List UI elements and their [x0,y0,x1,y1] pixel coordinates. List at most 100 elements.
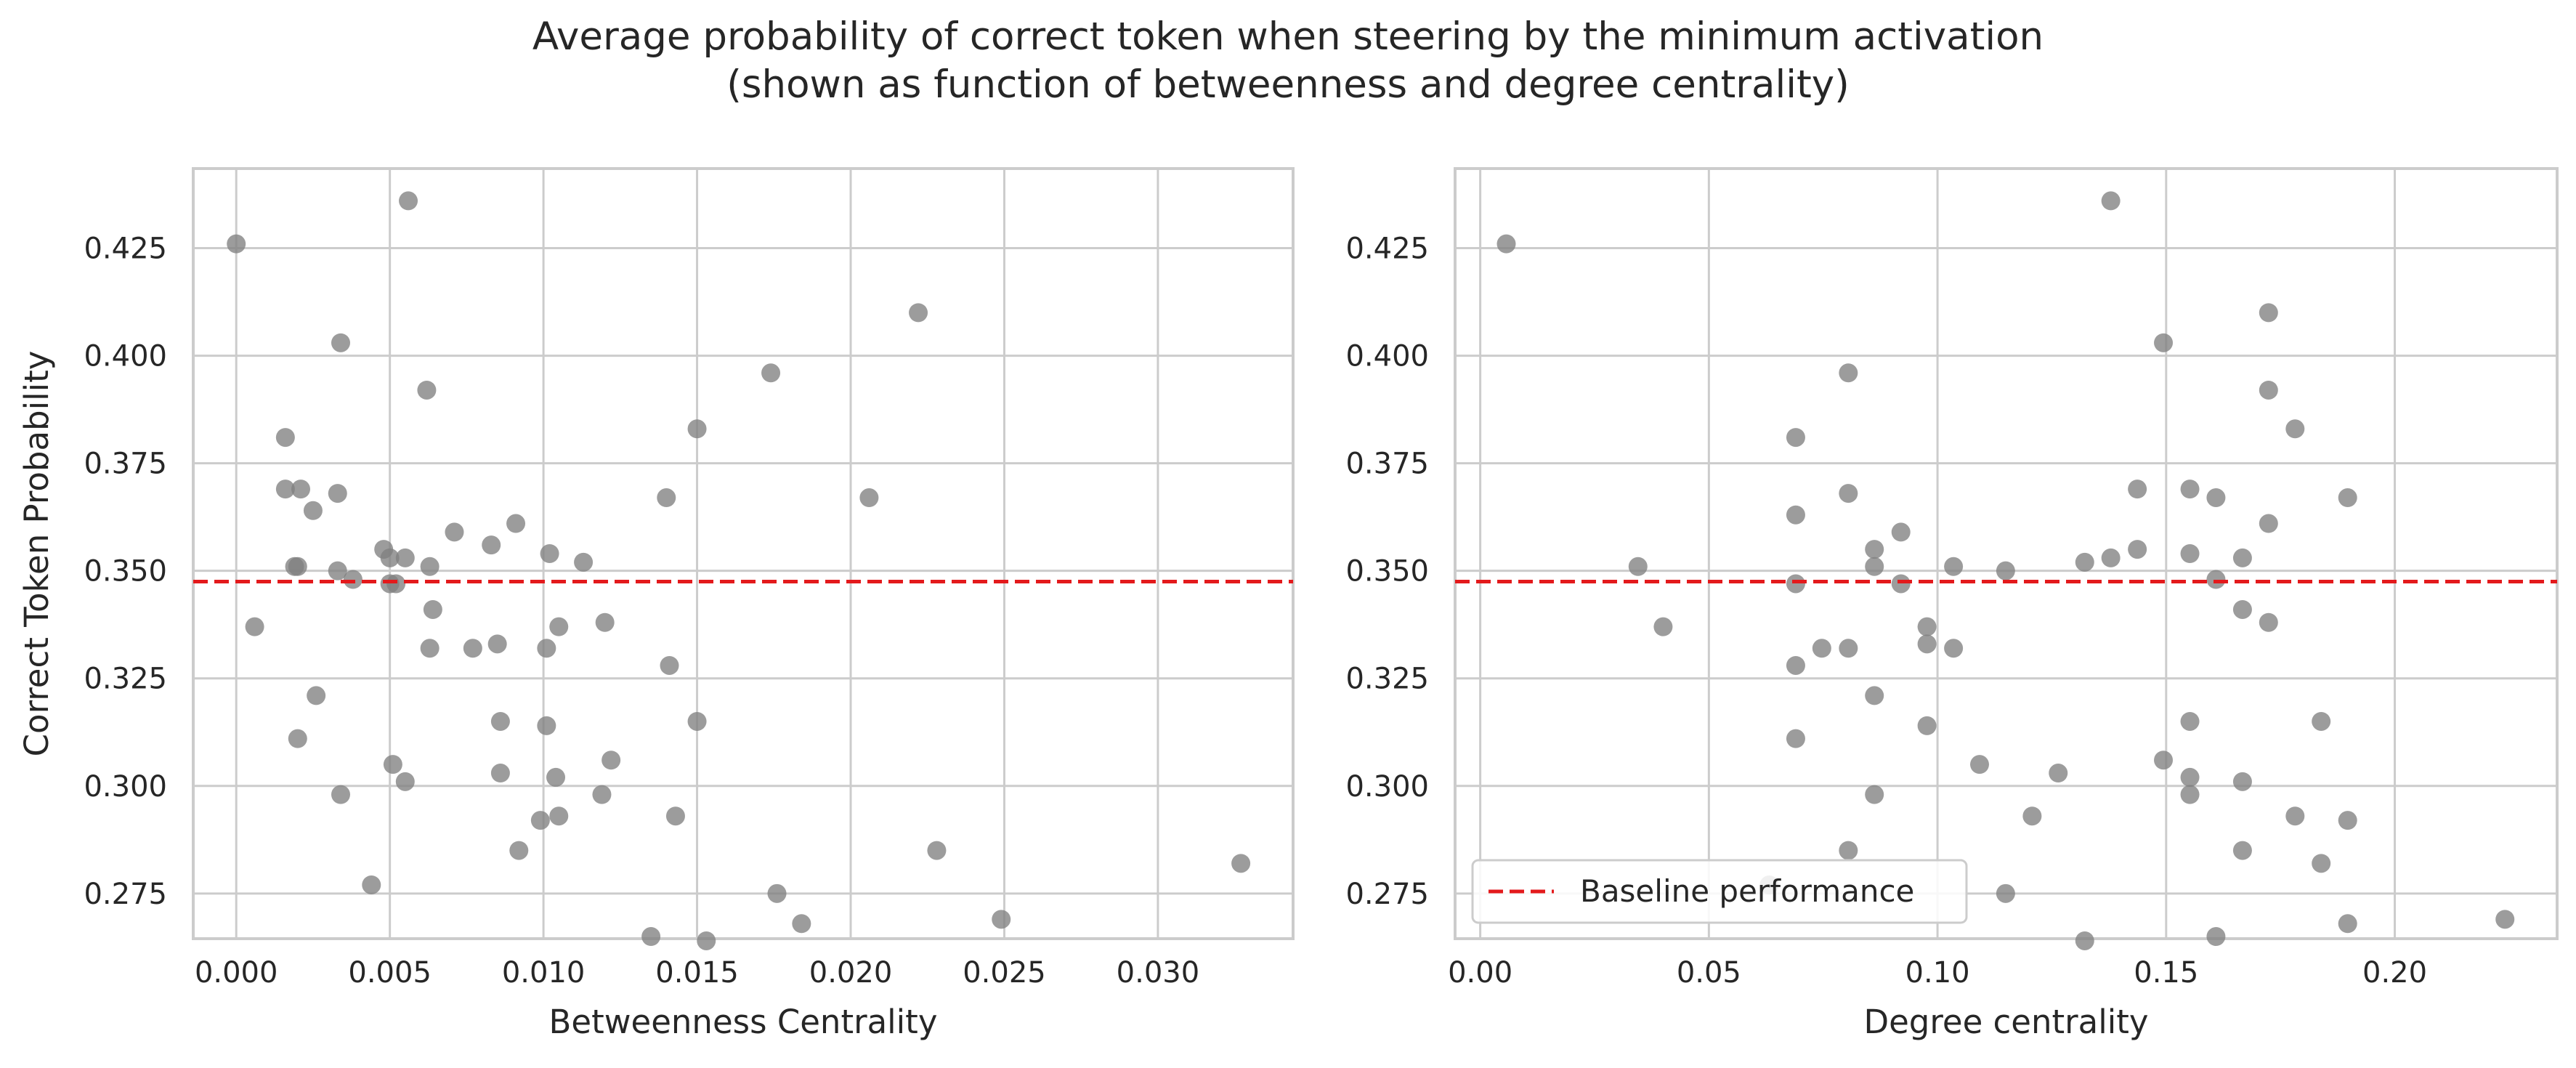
data-point [1786,505,1805,525]
data-point [687,711,707,731]
y-tick-label: 0.425 [1345,232,1429,266]
y-tick-label: 0.275 [1345,878,1429,911]
data-point [303,501,323,520]
data-point [1496,234,1516,254]
axes-frame [192,167,1295,940]
data-point [288,557,307,576]
legend-box [1471,859,1968,924]
data-point [1865,557,1884,576]
data-point [540,544,559,563]
y-tick-label: 0.375 [84,448,167,481]
data-point [1891,574,1911,594]
data-point [602,751,621,770]
data-point [288,729,307,748]
y-tick-label: 0.325 [1345,663,1429,696]
y-tick-label: 0.425 [84,232,167,266]
data-point [1786,729,1805,748]
data-point [2180,785,2200,804]
data-point [2338,914,2357,934]
x-tick-label: 0.015 [655,956,739,990]
data-point [2180,480,2200,499]
data-point [328,484,347,503]
data-point [1996,561,2015,580]
x-tick-label: 0.020 [809,956,893,990]
data-point [1812,639,1831,658]
figure-title-line-2: (shown as function of betweenness and de… [726,62,1850,107]
x-tick-label: 0.025 [963,956,1046,990]
data-point [383,755,402,774]
data-point [761,363,781,383]
data-point [490,764,510,783]
data-point [1865,785,1884,804]
data-point [1786,428,1805,448]
data-point [2206,488,2226,508]
x-tick-label: 0.010 [502,956,586,990]
data-point [549,806,569,826]
data-point [660,655,679,675]
data-point [362,875,381,894]
data-point [2075,552,2094,572]
data-point [2285,419,2305,439]
data-point [767,883,787,903]
data-point [1231,854,1251,873]
data-point [2285,806,2305,826]
data-point [380,548,400,567]
data-point [2312,854,2331,873]
data-point [343,570,362,589]
data-point [992,910,1011,929]
data-point [2232,772,2252,791]
data-point [574,552,594,572]
figure-title-line-1: Average probability of correct token whe… [532,15,2044,59]
data-point [2232,599,2252,619]
data-point [2180,544,2200,563]
data-point [423,599,442,619]
plot-panel-2: 0.00 0.05 0.10 0.15 0.20 0.275 0.300 0.325 0.350… [1345,167,2559,1041]
data-point [1628,557,1648,576]
x-tick-label: 0.005 [348,956,432,990]
data-point [399,191,418,211]
y-tick-label: 0.325 [84,663,167,696]
data-point [307,686,326,705]
data-point [546,767,566,787]
data-point [909,303,928,323]
x-tick-label: 0.000 [195,956,278,990]
data-point [2049,764,2068,783]
data-point [2259,380,2278,400]
data-point [1944,557,1964,576]
data-point [792,914,811,934]
data-point [506,514,526,533]
data-point [482,535,501,555]
data-point [927,841,947,860]
data-point [1996,883,2015,903]
data-point [1917,617,1937,636]
figure-title: Average probability of correct token whe… [0,13,2576,109]
data-point [2232,841,2252,860]
data-point [386,574,406,594]
data-point [445,522,464,542]
data-point [537,639,556,658]
data-point [1969,755,1989,774]
data-point [859,488,879,508]
x-tick-label: 0.05 [1677,956,1741,990]
data-point [1865,540,1884,559]
legend-label: Baseline performance [1580,873,1914,909]
data-point [1839,484,1858,503]
data-point [2232,548,2252,567]
data-point [1839,639,1858,658]
data-point [463,639,482,658]
data-point [245,617,264,636]
data-point [697,931,716,950]
data-point [549,617,569,636]
data-point [1839,363,1858,383]
x-tick-label: 0.00 [1448,956,1512,990]
data-point [1917,716,1937,735]
data-point [420,639,440,658]
data-point [2075,931,2094,950]
plot-panel-1: 0.000 0.005 0.010 0.015 0.020 0.025 0.030 0.275… [17,167,1295,1041]
data-point [395,548,415,567]
data-point [331,333,350,352]
x-axis-label: Degree centrality [1863,1003,2148,1041]
y-axis-label: Correct Token Probability [17,351,56,757]
data-point [420,557,440,576]
